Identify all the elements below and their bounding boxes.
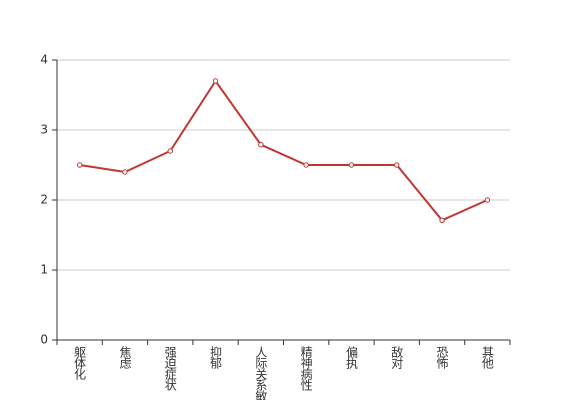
x-tick-label: 偏执	[344, 345, 358, 370]
x-tick-label: 敌对	[390, 345, 404, 369]
x-tick-label: 其他	[480, 346, 494, 369]
point	[484, 197, 491, 203]
y-tick-label: 4	[40, 53, 48, 67]
x-tick-label: 强迫症状	[163, 346, 177, 391]
x-tick-label: 恐怖	[435, 346, 449, 369]
y-tick-label: 0	[40, 333, 48, 347]
point	[394, 162, 400, 168]
y-tick-label: 1	[40, 263, 48, 277]
point	[439, 217, 445, 224]
x-tick-label: 人际关系敏感	[254, 346, 268, 400]
point	[258, 142, 264, 148]
y-tick-label: 3	[40, 123, 48, 137]
point	[167, 148, 173, 154]
x-tick-label: 焦虑	[118, 346, 132, 369]
point	[303, 162, 309, 168]
point	[76, 162, 83, 168]
line	[79, 79, 488, 222]
point	[122, 169, 128, 175]
x-tick-label: 抑郁	[209, 345, 223, 370]
y-tick-label: 2	[40, 193, 48, 207]
point	[348, 162, 355, 168]
x-tick-label: 精神病性	[299, 346, 313, 392]
x-tick-label: 躯体化	[73, 345, 87, 381]
point	[212, 78, 219, 84]
